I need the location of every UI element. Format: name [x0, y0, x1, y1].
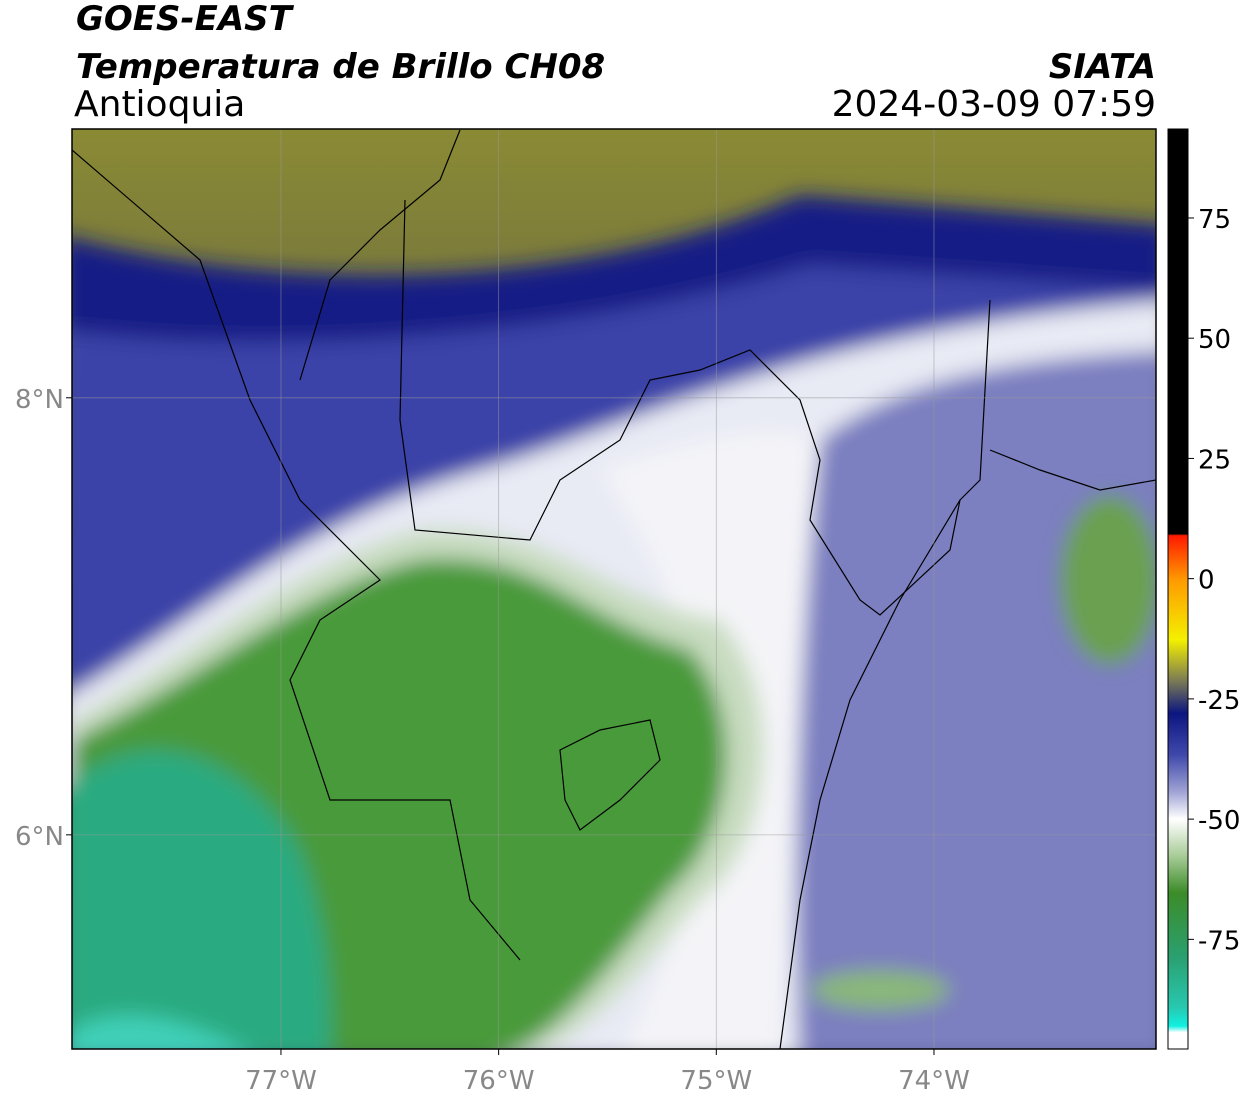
x-tick-label: 77°W: [245, 1066, 317, 1096]
antioquia-border: [399, 199, 991, 616]
region: Antioquia: [74, 84, 245, 125]
x-tick-label: 74°W: [898, 1066, 970, 1096]
colorbar-tick-label: -75: [1198, 926, 1240, 956]
green-blob-south: [810, 970, 950, 1010]
colorbar-tick-label: -25: [1198, 686, 1240, 716]
east-border: [989, 449, 1156, 491]
colorbar: [1167, 128, 1189, 1050]
x-tick-label: 76°W: [463, 1066, 535, 1096]
temperature-field: [72, 195, 1156, 1049]
choco-border: [72, 149, 521, 961]
x-tick-label: 75°W: [680, 1066, 752, 1096]
colorbar-tick-label: 0: [1198, 566, 1215, 596]
green-blob-east: [1060, 495, 1156, 665]
title: GOES-EAST: [76, 0, 295, 39]
colorbar-tick-label: 25: [1198, 445, 1231, 475]
teal: [72, 750, 332, 1049]
datetime: 2024-03-09 07:59: [832, 84, 1156, 125]
cyan-patch: [72, 1015, 242, 1049]
enclave-border: [559, 719, 661, 831]
subtitle: Temperatura de Brillo CH08: [76, 47, 605, 87]
y-tick-label: 6°N: [15, 822, 64, 852]
colorbar-tick-label: 75: [1198, 205, 1231, 235]
map-frame: [71, 128, 1157, 1050]
colorbar-tick-label: 50: [1198, 325, 1231, 355]
coast: [299, 129, 461, 381]
river-border: [779, 499, 961, 1049]
borders: [72, 129, 1156, 1049]
satellite-image: [72, 129, 1156, 1049]
y-tick-label: 8°N: [15, 385, 64, 415]
source: SIATA: [1049, 47, 1156, 87]
graticule: [72, 129, 1156, 1049]
lavender-right: [796, 350, 1156, 1049]
colorbar-tick-label: -50: [1198, 806, 1240, 836]
